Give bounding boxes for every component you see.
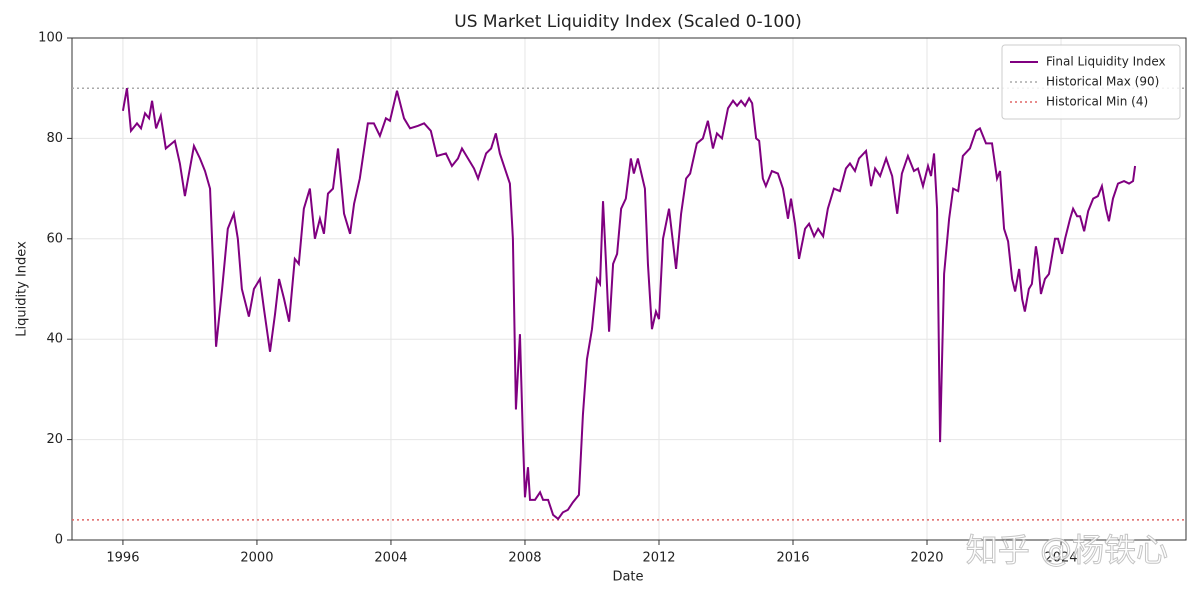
- x-tick-label: 2000: [240, 551, 273, 566]
- legend-label: Historical Max (90): [1046, 75, 1159, 89]
- plot-frame: [71, 37, 1187, 541]
- y-tick-label: 0: [55, 533, 63, 548]
- x-tick-label: 1996: [106, 551, 139, 566]
- y-tick-label: 80: [46, 131, 63, 146]
- y-tick-label: 60: [46, 231, 63, 246]
- watermark: 知乎 @杨铁心: [966, 531, 1168, 569]
- legend-label: Final Liquidity Index: [1046, 55, 1166, 69]
- x-tick-label: 2012: [642, 551, 675, 566]
- x-tick-label: 2008: [508, 551, 541, 566]
- legend-label: Historical Min (4): [1046, 95, 1148, 109]
- y-tick-label: 40: [46, 332, 63, 347]
- y-tick-label: 20: [46, 432, 63, 447]
- x-tick-label: 2020: [910, 551, 943, 566]
- chart-title: US Market Liquidity Index (Scaled 0-100): [454, 12, 801, 32]
- x-tick-label: 2024: [1044, 551, 1077, 566]
- series-line: [121, 88, 1137, 521]
- y-tick-label: 100: [38, 31, 63, 46]
- x-tick-label: 2004: [374, 551, 407, 566]
- y-axis-label: Liquidity Index: [15, 241, 30, 337]
- x-axis-label: Date: [612, 570, 643, 585]
- legend-box: [1001, 44, 1181, 120]
- x-tick-label: 2016: [776, 551, 809, 566]
